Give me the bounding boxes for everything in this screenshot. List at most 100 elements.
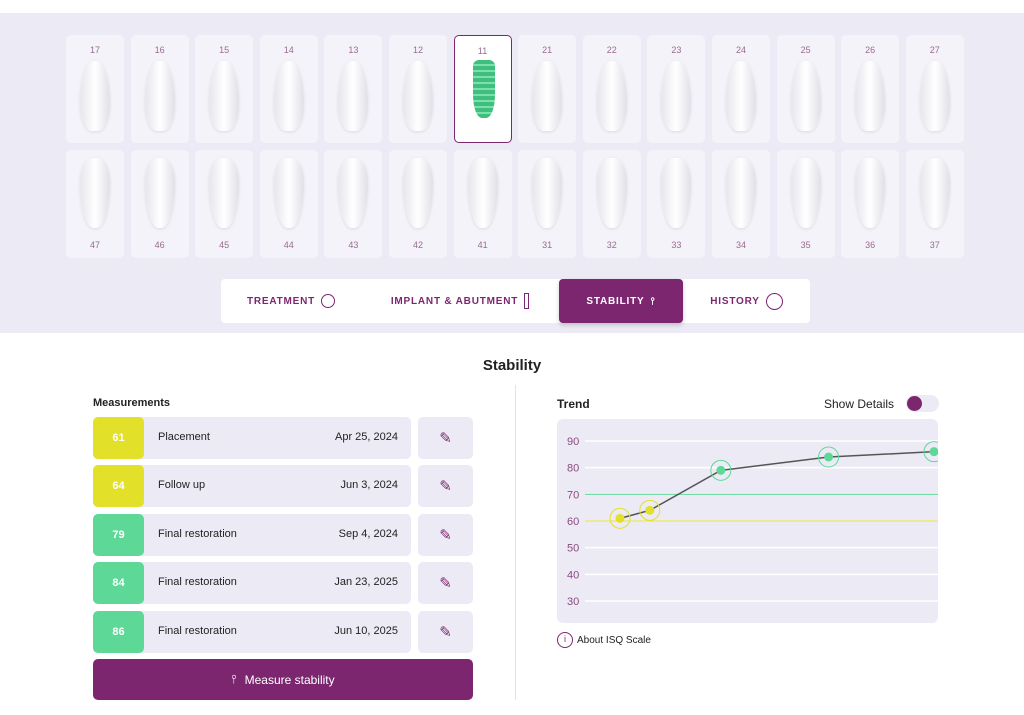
tooth-number: 31 xyxy=(542,240,553,250)
tooth-34[interactable]: 34 xyxy=(712,150,770,258)
pencil-icon: ✎ xyxy=(439,430,452,447)
tooth-number: 24 xyxy=(735,45,746,55)
show-details-label: Show Details xyxy=(824,397,895,411)
tooth-47[interactable]: 47 xyxy=(66,150,124,258)
tooth-17[interactable]: 17 xyxy=(66,35,124,143)
edit-measurement-button[interactable]: ✎ xyxy=(418,465,473,508)
measurement-row[interactable]: 64 Follow up Jun 3, 2024 xyxy=(93,465,411,508)
trend-heading: Trend xyxy=(557,397,590,411)
tooth-number: 45 xyxy=(219,240,230,250)
stability-probe-icon: ⫯ xyxy=(650,295,656,307)
y-tick-label: 90 xyxy=(567,436,579,448)
tooth-icon xyxy=(403,61,433,131)
implant-icon xyxy=(472,60,495,118)
measurement-date: Sep 4, 2024 xyxy=(338,527,398,540)
y-tick-label: 30 xyxy=(567,596,579,608)
tooth-number: 47 xyxy=(89,240,100,250)
tooth-number: 36 xyxy=(865,240,876,250)
tooth-46[interactable]: 46 xyxy=(130,150,189,258)
tab-history[interactable]: HISTORY xyxy=(683,279,810,323)
measurement-row[interactable]: 84 Final restoration Jan 23, 2025 xyxy=(93,562,411,605)
y-tick-label: 40 xyxy=(567,569,579,581)
isq-badge: 64 xyxy=(93,465,144,508)
tooth-icon xyxy=(144,61,175,131)
tooth-31[interactable]: 31 xyxy=(518,150,577,258)
tooth-number: 12 xyxy=(412,45,423,55)
tooth-icon xyxy=(532,158,563,228)
measurement-row[interactable]: 79 Final restoration Sep 4, 2024 xyxy=(93,513,411,556)
tooth-24[interactable]: 24 xyxy=(712,35,770,143)
tooth-icon xyxy=(790,61,821,131)
tooth-number: 11 xyxy=(477,46,488,56)
data-point xyxy=(824,452,834,462)
trend-line xyxy=(619,450,935,520)
tab-implant-abutment[interactable]: IMPLANT & ABUTMENT xyxy=(361,279,559,323)
measurement-name: Final restoration xyxy=(158,576,237,589)
tooth-icon xyxy=(661,158,692,228)
tab-label: IMPLANT & ABUTMENT xyxy=(390,295,519,307)
measurement-name: Placement xyxy=(158,431,210,443)
edit-measurement-button[interactable]: ✎ xyxy=(418,562,473,605)
tooth-45[interactable]: 45 xyxy=(195,150,254,258)
tooth-23[interactable]: 23 xyxy=(647,35,706,143)
tooth-41[interactable]: 41 xyxy=(453,150,512,258)
tooth-35[interactable]: 35 xyxy=(776,150,835,258)
tooth-number: 16 xyxy=(154,45,165,55)
measurement-date: Jun 10, 2025 xyxy=(334,624,398,637)
tab-label: STABILITY xyxy=(586,295,645,307)
info-icon: i xyxy=(557,632,573,648)
tooth-36[interactable]: 36 xyxy=(841,150,900,258)
data-point-halo xyxy=(923,441,938,463)
show-details-toggle[interactable] xyxy=(906,395,939,412)
about-isq-link[interactable]: i About ISQ Scale xyxy=(557,632,651,648)
data-point xyxy=(716,465,726,475)
tooth-icon xyxy=(790,158,821,228)
edit-measurement-button[interactable]: ✎ xyxy=(418,513,473,556)
tooth-43[interactable]: 43 xyxy=(324,150,383,258)
pencil-icon: ✎ xyxy=(439,526,452,544)
y-tick-label: 80 xyxy=(567,463,579,475)
clock-icon xyxy=(765,292,783,310)
tooth-13[interactable]: 13 xyxy=(324,35,383,143)
tooth-icon xyxy=(80,158,110,228)
tooth-icon xyxy=(403,158,433,228)
tooth-12[interactable]: 12 xyxy=(389,35,447,143)
tooth-number: 35 xyxy=(800,240,811,250)
tooth-number: 26 xyxy=(865,45,876,55)
tooth-icon xyxy=(209,158,240,228)
tab-label: HISTORY xyxy=(710,295,760,307)
implant-icon xyxy=(524,293,530,309)
tooth-26[interactable]: 26 xyxy=(841,35,900,143)
tooth-15[interactable]: 15 xyxy=(195,35,254,143)
tooth-number: 21 xyxy=(542,45,553,55)
tooth-22[interactable]: 22 xyxy=(582,35,641,143)
tooth-27[interactable]: 27 xyxy=(905,35,964,143)
tooth-42[interactable]: 42 xyxy=(389,150,447,258)
tab-treatment[interactable]: TREATMENT xyxy=(221,279,361,323)
tooth-33[interactable]: 33 xyxy=(647,150,706,258)
data-point-halo xyxy=(639,499,661,521)
y-tick-label: 70 xyxy=(567,489,579,501)
tab-bar: TREATMENT IMPLANT & ABUTMENT STABILITY ⫯ … xyxy=(221,279,810,323)
tooth-icon xyxy=(661,61,692,131)
tooth-25[interactable]: 25 xyxy=(776,35,835,143)
tooth-32[interactable]: 32 xyxy=(582,150,641,258)
tooth-16[interactable]: 16 xyxy=(130,35,189,143)
tooth-11[interactable]: 11 xyxy=(453,35,512,143)
tooth-icon xyxy=(80,61,110,131)
tooth-icon xyxy=(919,158,950,228)
measurement-row[interactable]: 61 Placement Apr 25, 2024 xyxy=(93,417,411,459)
tooth-14[interactable]: 14 xyxy=(259,35,318,143)
tooth-21[interactable]: 21 xyxy=(518,35,577,143)
tooth-44[interactable]: 44 xyxy=(259,150,318,258)
tooth-number: 13 xyxy=(348,45,359,55)
edit-measurement-button[interactable]: ✎ xyxy=(418,610,473,653)
edit-measurement-button[interactable]: ✎ xyxy=(418,417,473,459)
tooth-icon xyxy=(726,61,756,131)
pencil-icon: ✎ xyxy=(439,623,452,641)
tooth-number: 25 xyxy=(800,45,811,55)
tab-stability[interactable]: STABILITY ⫯ xyxy=(559,279,683,323)
measure-stability-button[interactable]: ⫯ Measure stability xyxy=(93,659,473,700)
tooth-37[interactable]: 37 xyxy=(905,150,964,258)
measurement-row[interactable]: 86 Final restoration Jun 10, 2025 xyxy=(93,610,411,653)
